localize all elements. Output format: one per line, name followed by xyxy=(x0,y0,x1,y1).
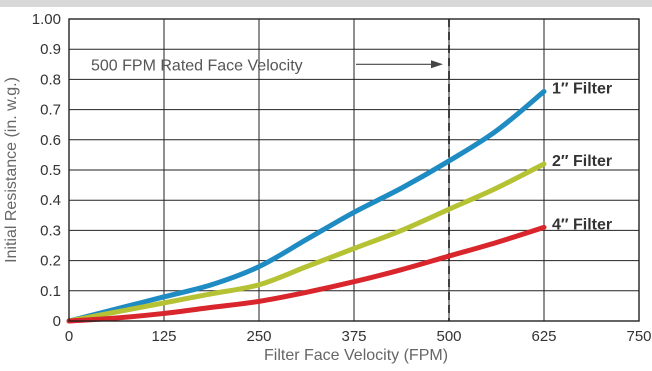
y-tick-label: 0.5 xyxy=(40,162,61,179)
series-line-1 xyxy=(66,88,547,324)
series-label-2: 2″ Filter xyxy=(552,153,612,170)
x-tick-label: 125 xyxy=(151,328,176,345)
top-banner-bar xyxy=(0,0,652,7)
y-tick-label: 0 xyxy=(53,313,61,330)
series-line-2 xyxy=(66,161,547,324)
y-tick-label: 0.7 xyxy=(40,102,61,119)
x-axis-title: Filter Face Velocity (FPM) xyxy=(264,347,448,364)
x-tick-label: 625 xyxy=(531,328,556,345)
y-tick-label: 1.00 xyxy=(32,11,61,28)
x-tick-label: 750 xyxy=(626,328,651,345)
series-labels: 1″ Filter 2″ Filter 4″ Filter xyxy=(552,80,612,233)
y-tick-label: 0.6 xyxy=(40,132,61,149)
x-tick-label: 250 xyxy=(246,328,271,345)
series-label-1: 1″ Filter xyxy=(552,80,612,97)
y-tick-label: 0.1 xyxy=(40,283,61,300)
y-axis-title: Initial Resistance (in. w.g.) xyxy=(3,77,20,263)
y-tick-label: 0.9 xyxy=(40,41,61,58)
plot-frame xyxy=(68,18,640,322)
x-tick-label: 0 xyxy=(65,328,73,345)
grid-lines xyxy=(69,19,639,321)
rated-velocity-annotation: 500 FPM Rated Face Velocity xyxy=(91,57,303,74)
series-label-3: 4″ Filter xyxy=(552,216,612,233)
annotation-arrowhead xyxy=(431,60,443,69)
series-lines xyxy=(66,88,547,324)
x-tick-labels: 0 125 250 375 500 625 750 xyxy=(65,328,652,345)
y-tick-labels: 0 0.1 0.2 0.3 0.4 0.5 0.6 0.7 0.8 0.9 1.00 xyxy=(32,11,61,330)
x-tick-label: 500 xyxy=(436,328,461,345)
y-tick-label: 0.2 xyxy=(40,253,61,270)
y-tick-label: 0.4 xyxy=(40,192,61,209)
y-tick-label: 0.3 xyxy=(40,222,61,239)
y-tick-label: 0.8 xyxy=(40,71,61,88)
x-tick-label: 375 xyxy=(341,328,366,345)
series-line-3 xyxy=(66,224,547,324)
